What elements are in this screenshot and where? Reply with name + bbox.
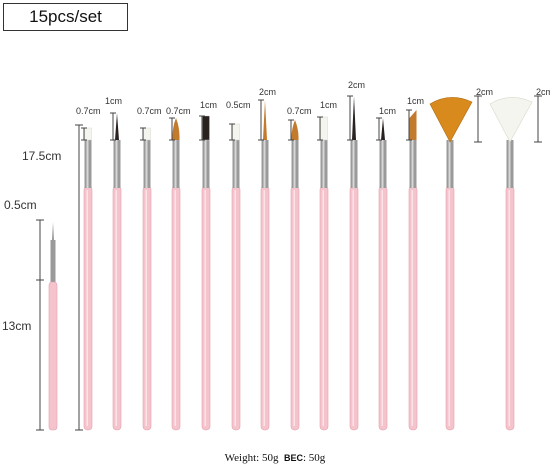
brush-2: 1cm (105, 96, 122, 431)
brush-size-label: 1cm (379, 106, 396, 116)
detail-brush (48, 222, 58, 431)
brush-fan-head (429, 97, 473, 143)
ferrule-highlight (174, 140, 177, 188)
detail-brush-ferrule (50, 240, 56, 282)
ferrule-highlight (352, 140, 355, 188)
brush-7: 2cm (258, 87, 276, 431)
brush-liner-head (381, 118, 385, 140)
brush-angled-head (409, 110, 417, 140)
handle-highlight (352, 190, 354, 426)
ferrule-highlight (86, 140, 89, 188)
brush-size-label: 0.7cm (137, 106, 162, 116)
brush-size-label: 0.7cm (76, 106, 101, 116)
brush-4: 0.7cm (166, 106, 191, 431)
brush-round-head (291, 120, 299, 140)
ferrule-highlight (115, 140, 118, 188)
bec-value: : 50g (303, 452, 326, 464)
brush-14: 2cm (489, 87, 550, 431)
brush-flat-head (143, 127, 151, 141)
ferrule-highlight (145, 140, 148, 188)
brush-11: 1cm (376, 106, 396, 431)
brush-5: 1cm (199, 100, 217, 431)
ferrule-highlight (508, 140, 511, 188)
brush-flat-head (232, 123, 240, 141)
brush-flat-head (202, 115, 210, 141)
brush-flat-head (84, 127, 92, 141)
handle-highlight (508, 190, 510, 426)
brush-12: 1cm (406, 96, 424, 431)
ferrule-highlight (204, 140, 207, 188)
ferrule-highlight (293, 140, 296, 188)
brush-1: 0.7cm (76, 106, 101, 431)
brush-row: 0.7cm 1cm 0.7cm 0.7cm 1cm 0.5cm 2cm 0.7cm 1cm 2cm… (76, 80, 550, 431)
brush-fan-head (489, 97, 533, 143)
brush-size-label: 2cm (536, 87, 550, 97)
brush-6: 0.5cm (226, 100, 251, 431)
brush-size-label: 2cm (259, 87, 276, 97)
brush-size-label: 1cm (200, 100, 217, 110)
handle-highlight (263, 190, 265, 426)
bec-label: BEC (283, 453, 303, 463)
brush-liner-head (115, 113, 119, 140)
brush-liner-head (263, 100, 267, 140)
brush-round-head (172, 118, 180, 140)
brush-size-label: 1cm (407, 96, 424, 106)
weight-value: : 50g (256, 452, 279, 464)
handle-highlight (322, 190, 324, 426)
handle-length-label: 13cm (2, 319, 31, 333)
brush-size-label: 0.5cm (226, 100, 251, 110)
weight-footer: Weight: 50g BEC: 50g (0, 452, 550, 464)
brush-size-label: 1cm (320, 100, 337, 110)
ferrule-highlight (263, 140, 266, 188)
brush-size-label: 1cm (105, 96, 122, 106)
handle-highlight (174, 190, 176, 426)
brush-8: 0.7cm (287, 106, 312, 431)
brush-liner-head (352, 96, 356, 140)
ferrule-highlight (411, 140, 414, 188)
brush-3: 0.7cm (137, 106, 162, 431)
handle-highlight (448, 190, 450, 426)
brush-size-label: 2cm (476, 87, 493, 97)
handle-highlight (145, 190, 147, 426)
handle-highlight (115, 190, 117, 426)
weight-label: Weight (224, 452, 257, 464)
ferrule-highlight (322, 140, 325, 188)
handle-highlight (204, 190, 206, 426)
ferrule-highlight (381, 140, 384, 188)
brush-flat-head (320, 116, 328, 141)
handle-highlight (293, 190, 295, 426)
brush-10: 2cm (347, 80, 365, 431)
brush-size-label: 2cm (348, 80, 365, 90)
ferrule-highlight (448, 140, 451, 188)
brush-size-label: 0.7cm (287, 106, 312, 116)
detail-brush-handle (48, 281, 58, 431)
brush-9: 1cm (317, 100, 337, 431)
handle-highlight (234, 190, 236, 426)
handle-highlight (381, 190, 383, 426)
handle-highlight (411, 190, 413, 426)
total-length-label: 17.5cm (22, 149, 61, 163)
dimension-guides: 17.5cm 0.5cm 13cm (2, 124, 83, 431)
handle-highlight (86, 190, 88, 426)
ferrule-highlight (234, 140, 237, 188)
set-count-title: 15pcs/set (3, 3, 128, 31)
brush-size-label: 0.7cm (166, 106, 191, 116)
brush-13: 2cm (429, 87, 493, 431)
tip-length-label: 0.5cm (4, 198, 37, 212)
